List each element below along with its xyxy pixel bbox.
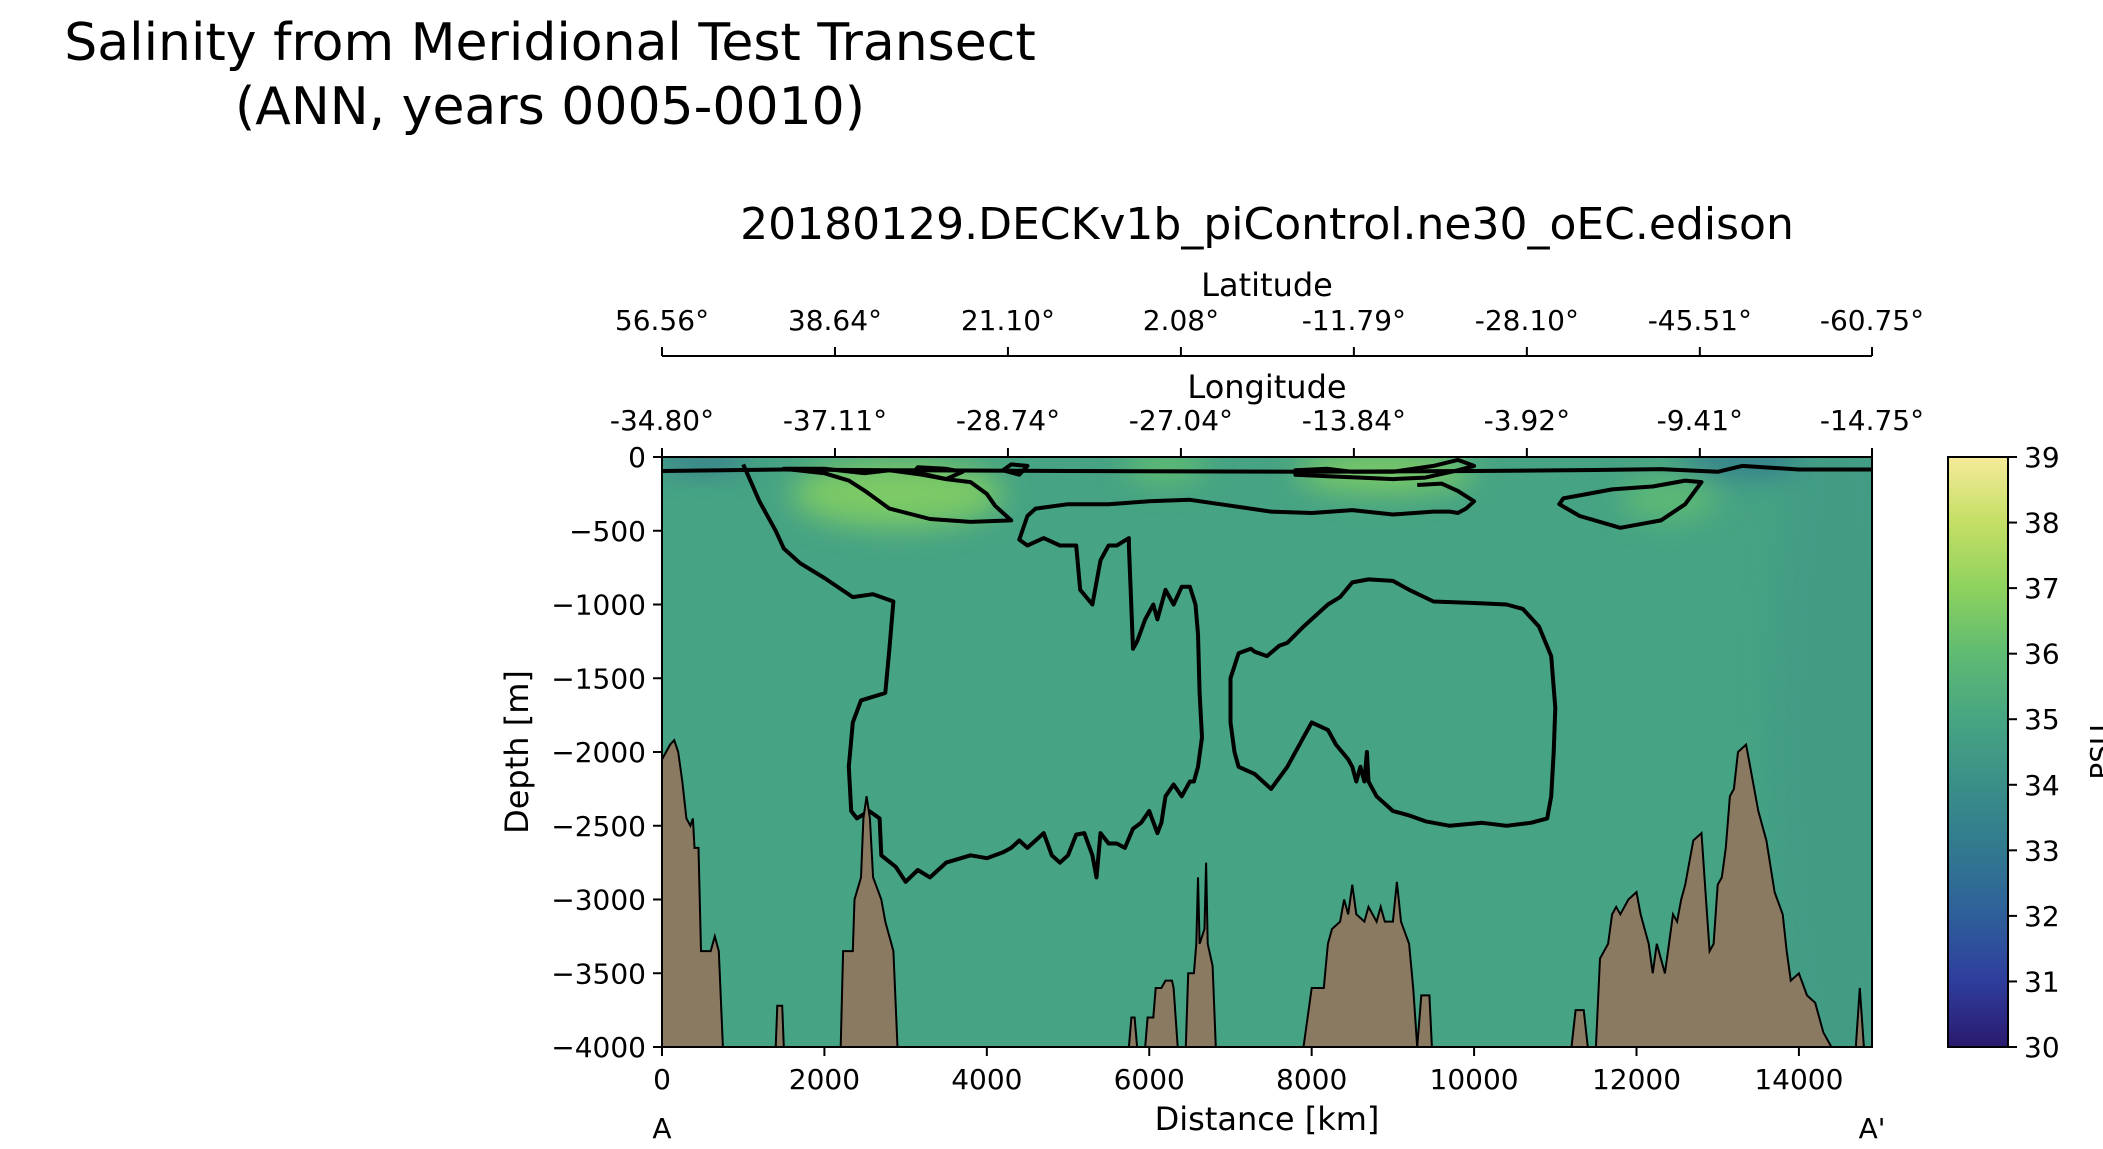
transect-plot <box>662 457 1872 1047</box>
contour-deep-loop <box>1228 577 1558 828</box>
colorbar-gradient <box>1947 456 2009 1048</box>
latitude-tick-label: -45.51° <box>1648 304 1752 337</box>
x-axis: 0 2000 4000 6000 8000 10000 12000 14000 <box>653 1047 1843 1096</box>
latitude-axis: Latitude 56.56° 38.64° 21.10° 2.08° -11.79° -… <box>615 266 1924 357</box>
x-tick-label: 8000 <box>1276 1063 1347 1096</box>
latitude-tick-label: -11.79° <box>1302 304 1406 337</box>
contour-equatorial-tongue <box>1001 462 1030 477</box>
longitude-tick-label: -34.80° <box>610 404 714 437</box>
latitude-tick-label: -60.75° <box>1820 304 1924 337</box>
longitude-tick-label: -14.75° <box>1820 404 1924 437</box>
end-point-label: A' <box>1859 1112 1886 1145</box>
colorbar-tick-label: 30 <box>2024 1031 2060 1064</box>
salinity-northern-fresh-surface <box>662 457 752 469</box>
y-tick-label: −500 <box>569 515 646 548</box>
y-tick-label: −3000 <box>551 884 646 917</box>
contour-north-lens <box>781 466 1014 524</box>
colorbar-tick-label: 35 <box>2024 703 2060 736</box>
longitude-tick-label: -27.04° <box>1129 404 1233 437</box>
longitude-tick-label: -9.41° <box>1657 404 1743 437</box>
contour-north-envelope <box>741 463 1477 884</box>
y-axis-label: Depth [m] <box>498 670 536 834</box>
longitude-axis-label: Longitude <box>1187 368 1346 406</box>
bathymetry-land <box>662 738 1865 1047</box>
latitude-tick-label: 56.56° <box>615 304 709 337</box>
colorbar-label: PSU <box>2084 724 2103 779</box>
x-tick-label: 2000 <box>789 1063 860 1096</box>
figure-suptitle-line2: (ANN, years 0005-0010) <box>235 77 865 137</box>
x-tick-label: 10000 <box>1430 1063 1519 1096</box>
latitude-tick-label: 21.10° <box>961 304 1055 337</box>
latitude-tick-label: -28.10° <box>1475 304 1579 337</box>
colorbar-tick-label: 31 <box>2024 965 2060 998</box>
figure-suptitle-line1: Salinity from Meridional Test Transect <box>64 13 1035 73</box>
contour-south-lens <box>1557 478 1704 530</box>
latitude-tick-label: 2.08° <box>1143 304 1219 337</box>
y-axis: 0 −500 −1000 −1500 −2000 −2500 −3000 −3500 −4000 <box>551 441 662 1064</box>
longitude-tick-label: -13.84° <box>1302 404 1406 437</box>
colorbar-tick-label: 39 <box>2024 441 2060 474</box>
x-tick-label: 6000 <box>1114 1063 1185 1096</box>
start-point-label: A <box>652 1112 671 1145</box>
longitude-tick-label: -3.92° <box>1484 404 1570 437</box>
x-axis-label: Distance [km] <box>1155 1100 1380 1138</box>
x-tick-label: 14000 <box>1754 1063 1843 1096</box>
salinity-equatorial-high <box>1124 457 1207 484</box>
y-tick-label: −2500 <box>551 810 646 843</box>
colorbar-tick-label: 37 <box>2024 572 2060 605</box>
longitude-tick-label: -28.74° <box>956 404 1060 437</box>
contour-midatlantic-lens <box>1293 457 1477 482</box>
y-tick-label: 0 <box>628 441 646 474</box>
y-tick-label: −1500 <box>551 662 646 695</box>
latitude-tick-label: 38.64° <box>788 304 882 337</box>
plot-title: 20180129.DECKv1b_piControl.ne30_oEC.edis… <box>740 199 1794 250</box>
colorbar-tick-label: 32 <box>2024 900 2060 933</box>
colorbar-tick-label: 34 <box>2024 769 2060 802</box>
colorbar-tick-label: 36 <box>2024 638 2060 671</box>
x-tick-label: 12000 <box>1592 1063 1681 1096</box>
colorbar-tick-label: 33 <box>2024 834 2060 867</box>
colorbar: 30 31 32 33 34 35 36 37 38 39 PSU <box>1947 441 2103 1064</box>
y-tick-label: −2000 <box>551 736 646 769</box>
x-tick-label: 4000 <box>951 1063 1022 1096</box>
y-tick-label: −4000 <box>551 1031 646 1064</box>
colorbar-tick-label: 38 <box>2024 507 2060 540</box>
contour-equator-lens <box>911 465 965 482</box>
longitude-tick-label: -37.11° <box>783 404 887 437</box>
latitude-axis-label: Latitude <box>1201 266 1333 304</box>
x-tick-label: 0 <box>653 1063 671 1096</box>
salinity-deep-southern-fresher <box>1766 457 1872 1047</box>
y-tick-label: −3500 <box>551 957 646 990</box>
y-tick-label: −1000 <box>551 589 646 622</box>
longitude-axis: Longitude -34.80° -37.11° -28.74° -27.04° -1… <box>610 368 1924 457</box>
